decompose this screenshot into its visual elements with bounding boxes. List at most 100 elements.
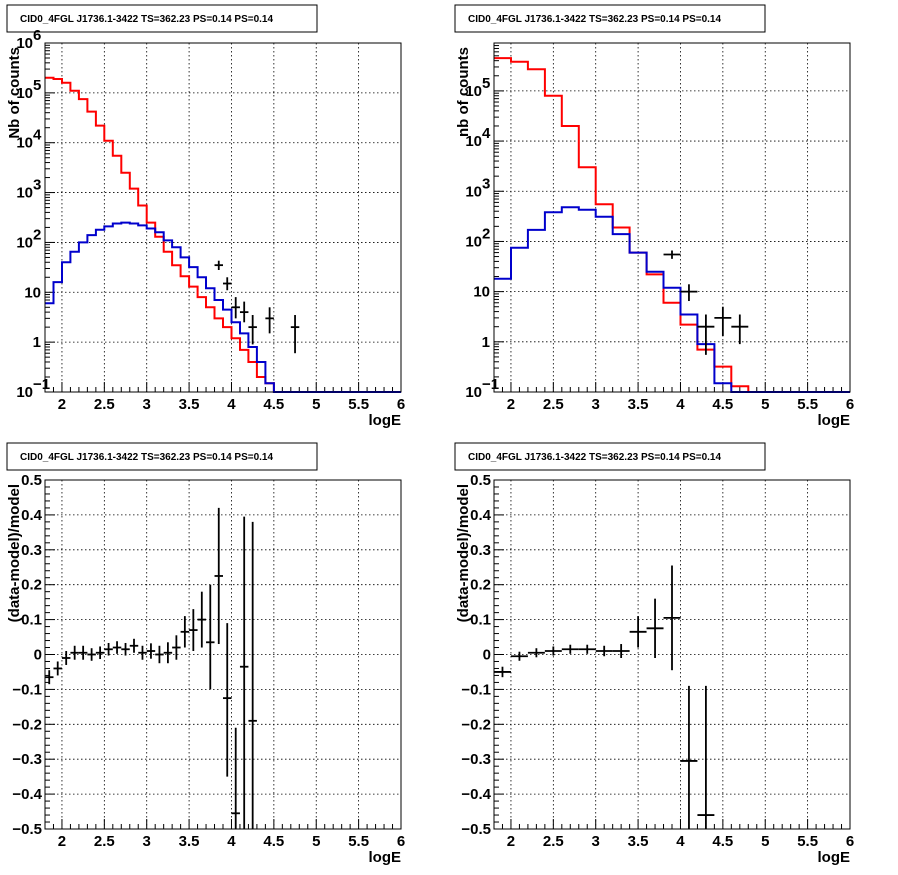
x-tick-label: 2.5 [94, 833, 115, 850]
y-axis-label: (data-model)/model [6, 484, 23, 622]
x-tick-label: 4 [676, 396, 685, 413]
chart-title-box [6, 4, 318, 33]
y-tick-label: 10 [24, 284, 41, 301]
data-point [189, 609, 198, 652]
y-tick-label: 0 [34, 647, 42, 664]
y-tick-label: 10 [465, 384, 482, 401]
x-tick-label: 3 [143, 396, 151, 413]
y-tick-label: 10 [465, 83, 482, 100]
y-tick-label: 0.2 [470, 577, 491, 594]
x-axis-label: logE [369, 412, 402, 429]
data-point [239, 516, 249, 829]
x-tick-label: 3.5 [628, 833, 649, 850]
x-tick-label: 4 [227, 396, 236, 413]
y-tick-exponent: 2 [33, 226, 41, 243]
x-tick-label: 3.5 [179, 396, 200, 413]
y-tick-label: 0.4 [21, 507, 43, 524]
grid-lines [45, 480, 401, 829]
y-tick-label: −0.4 [461, 786, 491, 803]
data-point [197, 591, 207, 648]
data-point [53, 661, 62, 676]
data-point [223, 623, 232, 777]
data-points [663, 250, 749, 355]
x-tick-label: 4.5 [263, 833, 284, 850]
y-tick-label: 0.1 [470, 612, 491, 629]
data-point [155, 645, 164, 664]
y-tick-label: 0.5 [21, 472, 42, 489]
data-point [239, 301, 249, 323]
plot-frame [44, 479, 402, 830]
y-tick-label: 0.5 [470, 472, 491, 489]
data-point [45, 670, 54, 685]
data-point [112, 641, 122, 654]
x-tick-label: 6 [846, 833, 854, 850]
y-tick-label: −0.4 [12, 786, 42, 803]
y-tick-label: 10 [16, 85, 33, 102]
data-point [214, 507, 223, 645]
x-tick-label: 5 [761, 833, 769, 850]
y-tick-exponent: 2 [482, 225, 490, 242]
x-axis-label: logE [818, 412, 851, 429]
y-tick-label: 10 [16, 384, 33, 401]
data-point [731, 314, 749, 345]
y-axis-label: nb of counts [455, 47, 472, 137]
x-axis-label: logE [818, 849, 851, 866]
grid-lines [494, 43, 850, 392]
chart-title: CID0_4FGL J1736.1-3422 TS=362.23 PS=0.14… [20, 452, 273, 463]
data-point [70, 645, 79, 660]
y-tick-label: 0.3 [470, 542, 491, 559]
y-axis-label: Nb of counts [6, 47, 23, 139]
y-tick-label: 10 [465, 183, 482, 200]
x-tick-label: 3 [592, 396, 600, 413]
chart-panel-bottom-left: CID0_4FGL J1736.1-3422 TS=362.23 PS=0.14… [6, 442, 405, 866]
chart-panel-top-right: CID0_4FGL J1736.1-3422 TS=362.23 PS=0.14… [454, 4, 854, 429]
data-points [45, 507, 257, 829]
data-point [697, 314, 715, 355]
x-tick-label: 5.5 [797, 396, 818, 413]
data-point [180, 616, 190, 648]
data-point [214, 260, 223, 270]
x-tick-label: 5 [761, 396, 769, 413]
y-axis-label: (data-model)/model [455, 484, 472, 622]
x-tick-label: 6 [846, 396, 854, 413]
data-point [578, 644, 596, 654]
x-tick-label: 4.5 [712, 833, 733, 850]
x-tick-label: 6 [397, 833, 405, 850]
chart-title: CID0_4FGL J1736.1-3422 TS=362.23 PS=0.14… [468, 14, 721, 25]
data-point [206, 584, 215, 690]
y-tick-label: 1 [482, 334, 490, 351]
data-point [612, 644, 630, 658]
y-tick-exponent: 5 [482, 75, 490, 92]
x-tick-label: 2 [507, 396, 515, 413]
x-tick-label: 2 [58, 396, 66, 413]
grid-lines [494, 480, 850, 829]
data-points [494, 565, 715, 829]
data-point [629, 616, 647, 648]
x-tick-label: 5 [312, 396, 320, 413]
x-tick-label: 2 [58, 833, 66, 850]
x-tick-label: 2.5 [543, 833, 564, 850]
axis-ticks [44, 42, 402, 393]
data-point [595, 645, 613, 657]
y-tick-exponent: 6 [33, 27, 41, 44]
data-point [561, 644, 579, 654]
data-point [61, 651, 71, 665]
chart-title: CID0_4FGL J1736.1-3422 TS=362.23 PS=0.14… [20, 14, 273, 25]
x-tick-label: 4.5 [263, 396, 284, 413]
data-point [527, 648, 545, 658]
x-tick-label: 5.5 [348, 833, 369, 850]
plot-frame [493, 479, 851, 830]
y-tick-label: 10 [16, 185, 33, 202]
x-tick-label: 3.5 [179, 833, 200, 850]
x-tick-label: 2 [507, 833, 515, 850]
y-tick-label: 10 [465, 133, 482, 150]
y-tick-label: −0.2 [461, 716, 491, 733]
chart-title-box [454, 442, 766, 471]
y-tick-label: 0.2 [21, 577, 42, 594]
data-point [646, 598, 664, 658]
y-tick-exponent: −1 [33, 376, 50, 393]
x-tick-label: 6 [397, 396, 405, 413]
data-point [680, 284, 698, 302]
plot-frame [44, 42, 402, 393]
